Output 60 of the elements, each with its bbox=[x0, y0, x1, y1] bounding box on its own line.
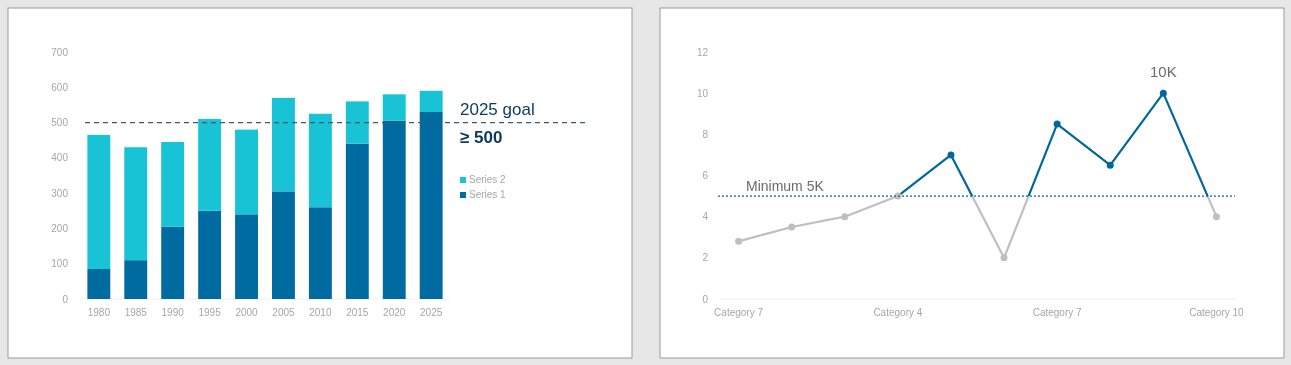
bar bbox=[419, 111, 443, 299]
x-tick-label: 2010 bbox=[309, 307, 332, 318]
y-tick-label: 300 bbox=[51, 187, 69, 199]
point bbox=[1000, 254, 1008, 262]
y-tick-label: 700 bbox=[51, 46, 69, 58]
y-tick-label: 8 bbox=[702, 128, 709, 140]
x-tick-label: 1990 bbox=[161, 307, 185, 318]
x-tick-label: 2025 bbox=[420, 307, 443, 318]
legend-label: Series 1 bbox=[469, 189, 507, 200]
bar bbox=[124, 260, 148, 299]
bar bbox=[419, 90, 443, 112]
point bbox=[1212, 213, 1220, 221]
y-tick-label: 2 bbox=[702, 252, 709, 264]
bar bbox=[272, 191, 295, 299]
y-tick-label: 500 bbox=[51, 117, 69, 129]
legend-label: Series 2 bbox=[469, 174, 507, 185]
y-tick-label: 0 bbox=[702, 293, 709, 305]
y-tick-label: 12 bbox=[696, 46, 709, 58]
point bbox=[841, 213, 849, 221]
x-tick-label: 1995 bbox=[198, 307, 222, 318]
text: ≥ 500 bbox=[460, 127, 503, 147]
bar bbox=[235, 214, 258, 299]
y-tick-label: 100 bbox=[51, 258, 69, 270]
x-tick-label: 2020 bbox=[383, 307, 406, 318]
bar bbox=[235, 129, 258, 215]
x-tick-label: 1985 bbox=[124, 307, 148, 318]
bar bbox=[87, 269, 111, 299]
bar bbox=[272, 97, 295, 192]
bar bbox=[382, 94, 406, 121]
ref-line-label: 2025 goal bbox=[460, 99, 535, 119]
bar bbox=[382, 120, 406, 299]
x-tick-label: 2015 bbox=[346, 307, 369, 318]
bar bbox=[161, 141, 185, 227]
point bbox=[788, 223, 796, 231]
x-tick-label: Category 4 bbox=[873, 307, 923, 318]
x-tick-label: Category 7 bbox=[714, 307, 764, 318]
y-tick-label: 200 bbox=[51, 222, 69, 234]
y-tick-label: 400 bbox=[51, 152, 69, 164]
bar bbox=[308, 113, 332, 208]
bar bbox=[87, 134, 111, 270]
y-tick-label: 4 bbox=[702, 211, 709, 223]
bar bbox=[124, 147, 148, 261]
bar bbox=[345, 143, 369, 299]
x-tick-label: Category 10 bbox=[1189, 307, 1245, 318]
annotation: 10K bbox=[1149, 63, 1177, 81]
x-tick-label: 1980 bbox=[87, 307, 111, 318]
bar bbox=[198, 119, 222, 211]
y-tick-label: 0 bbox=[62, 293, 69, 305]
x-tick-label: Category 7 bbox=[1032, 307, 1083, 318]
y-tick-label: 600 bbox=[51, 81, 69, 93]
x-tick-label: 2005 bbox=[272, 307, 296, 318]
point bbox=[735, 237, 743, 245]
bar bbox=[308, 207, 332, 299]
bar bbox=[161, 226, 185, 299]
ref-line-label: Minimum 5K bbox=[746, 178, 825, 195]
y-tick-label: 10 bbox=[696, 87, 709, 99]
bar bbox=[345, 101, 369, 144]
bar bbox=[198, 210, 222, 299]
y-tick-label: 6 bbox=[702, 170, 709, 181]
x-tick-label: 2000 bbox=[235, 307, 259, 318]
